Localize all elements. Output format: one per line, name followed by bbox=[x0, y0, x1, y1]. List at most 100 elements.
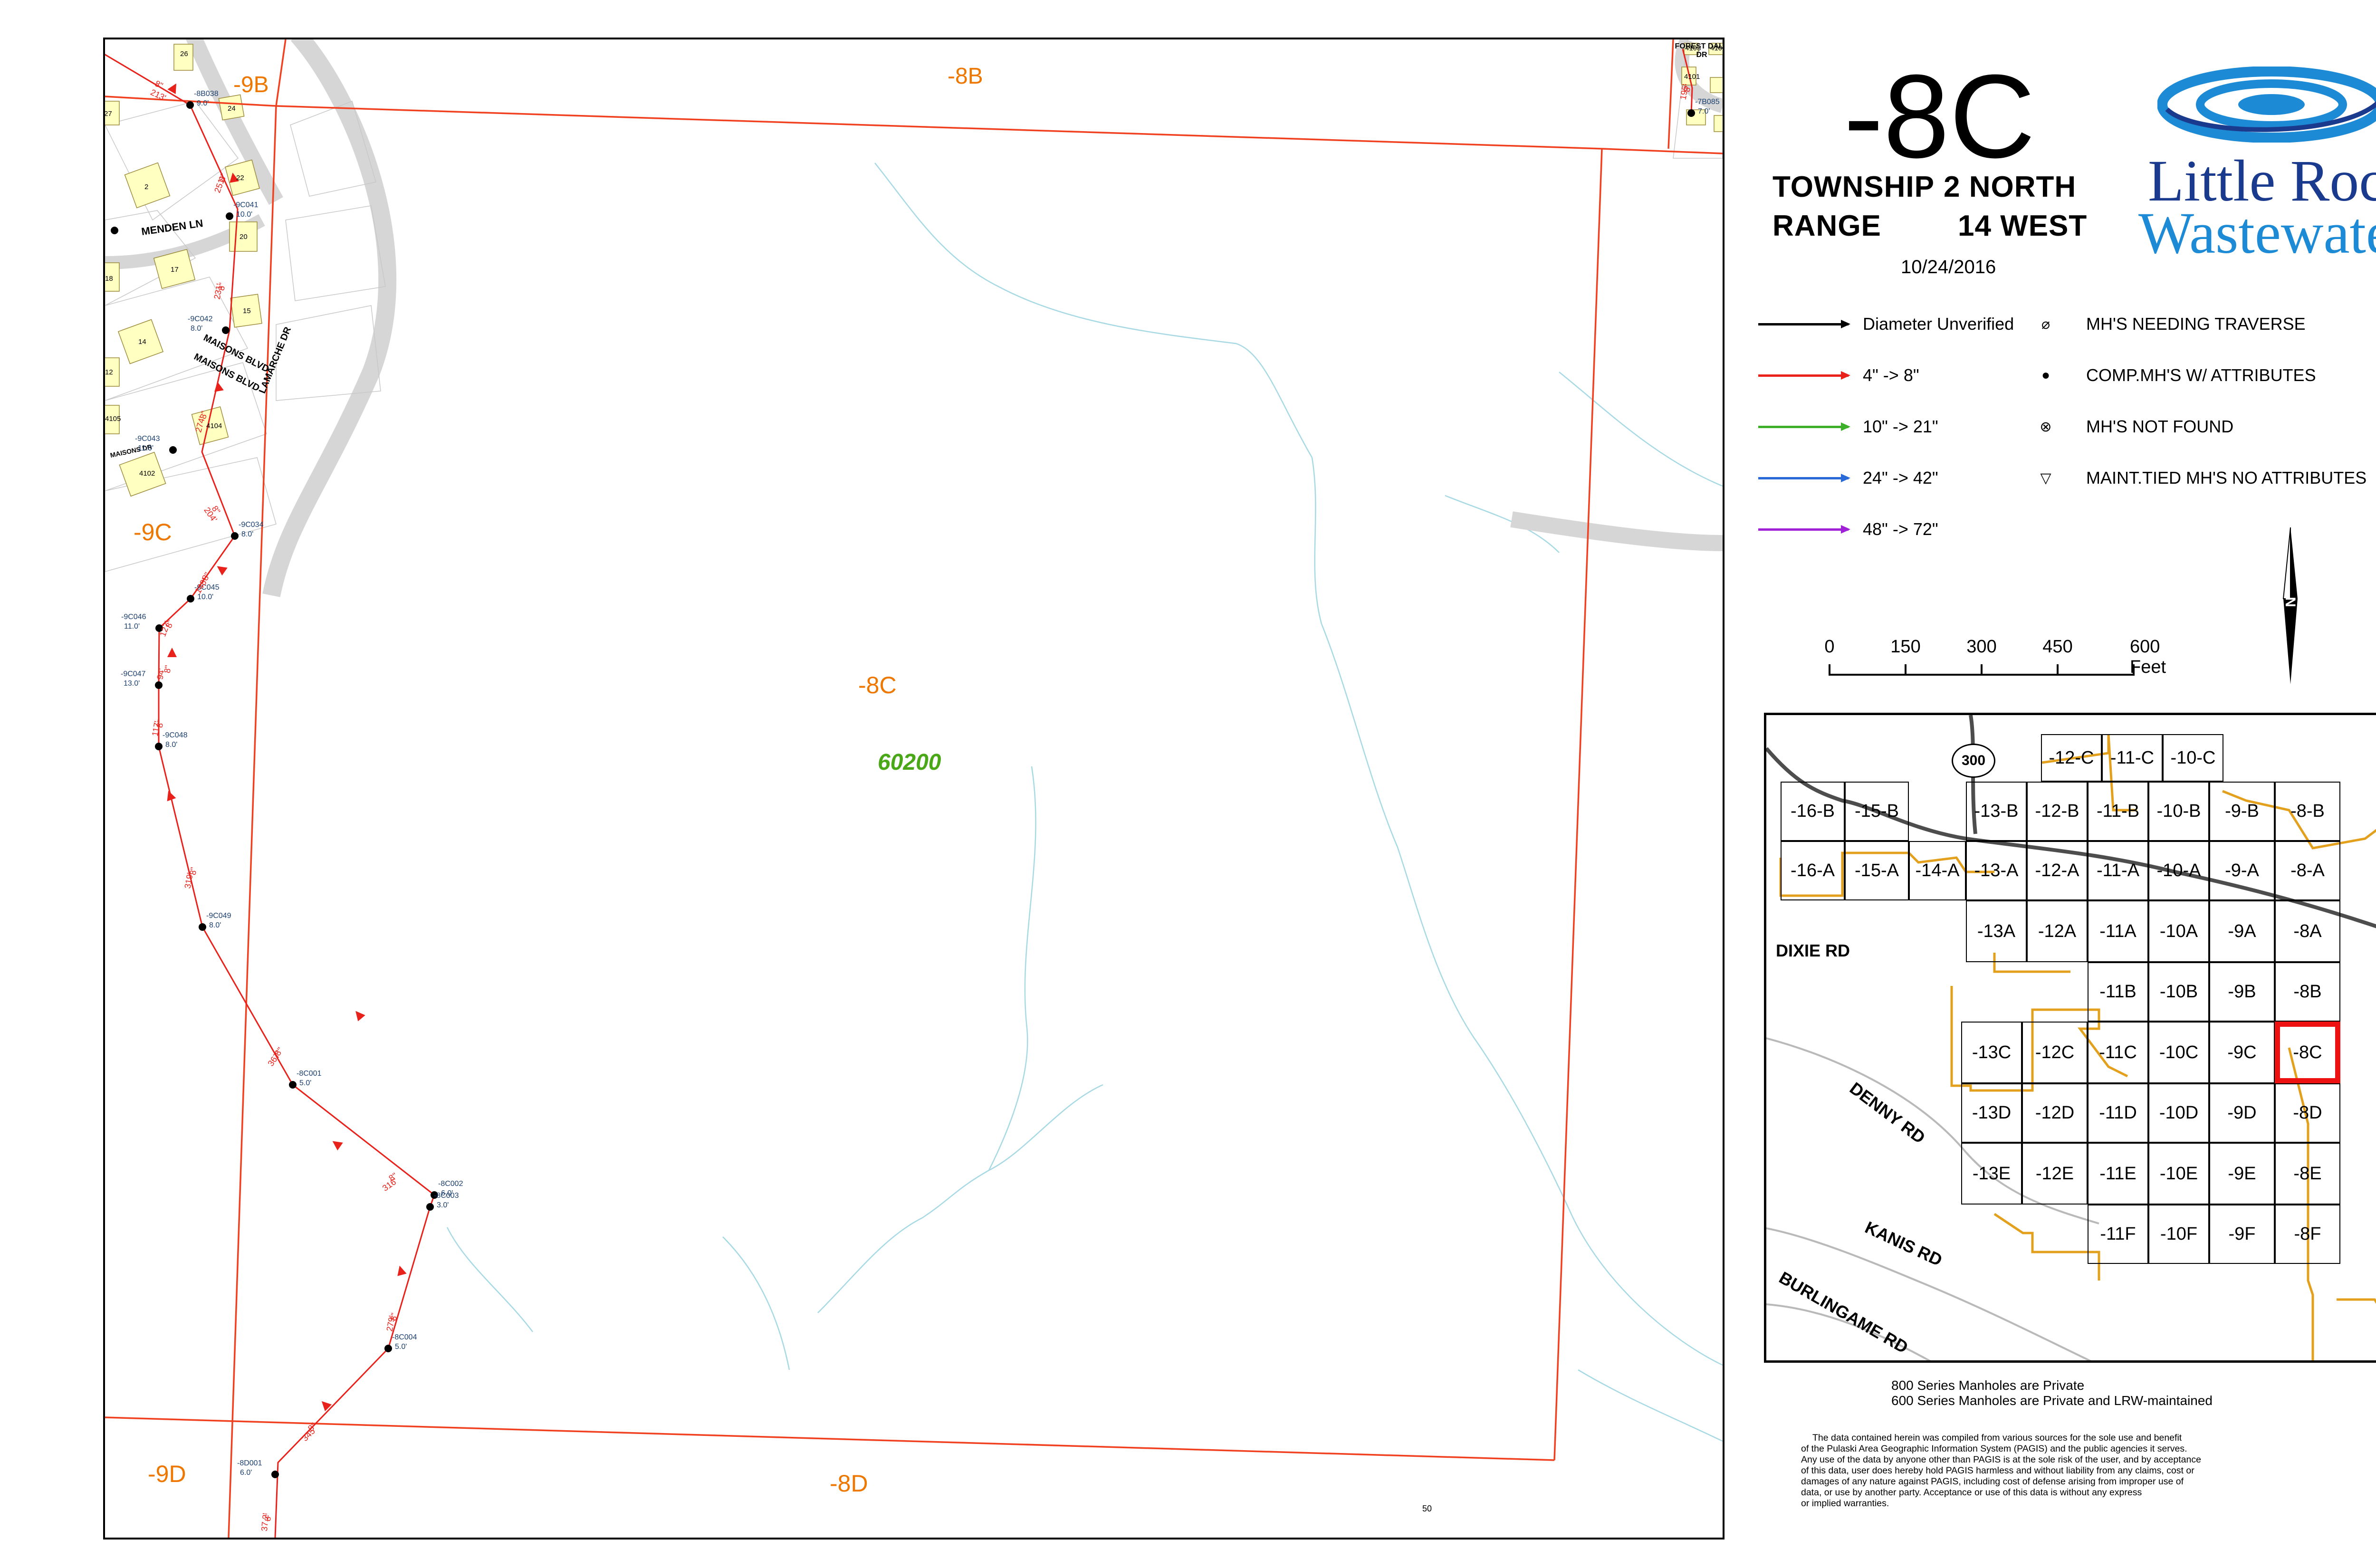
map-canvas[interactable] bbox=[105, 39, 1723, 1538]
manhole-id-label[interactable]: -9C046 bbox=[121, 613, 146, 621]
index-cell[interactable]: -10C bbox=[2148, 1022, 2209, 1083]
index-cell[interactable]: -12-A bbox=[2027, 841, 2088, 900]
index-cell[interactable]: -12-B bbox=[2027, 782, 2088, 841]
manhole-id-label[interactable]: -8D001 bbox=[237, 1459, 262, 1467]
index-cell[interactable]: -8A bbox=[2275, 900, 2340, 962]
manhole-id-label[interactable]: -9C045 bbox=[194, 583, 220, 592]
index-cell[interactable]: -14-A bbox=[1909, 841, 1966, 900]
adjacent-sheet-top[interactable]: -8B bbox=[948, 64, 983, 89]
manhole-dot-icon[interactable] bbox=[186, 101, 194, 109]
manhole-dot-icon[interactable] bbox=[222, 326, 230, 334]
index-cell[interactable]: -13-A bbox=[1966, 841, 2027, 900]
manhole-id-label[interactable]: -8B038 bbox=[194, 90, 219, 98]
index-cell[interactable]: -13-B bbox=[1966, 782, 2027, 841]
index-cell[interactable]: -10D bbox=[2148, 1083, 2209, 1143]
manhole-dot-icon[interactable] bbox=[155, 743, 163, 750]
manhole-dot-icon[interactable] bbox=[187, 595, 194, 602]
manhole-dot-icon[interactable] bbox=[199, 923, 206, 931]
index-cell[interactable]: -9A bbox=[2209, 900, 2275, 962]
map-frame[interactable]: -8B -9B -9C -9D -8D -8C 60200 50 MENDEN … bbox=[103, 38, 1725, 1539]
manhole-id-label[interactable]: -9C049 bbox=[206, 912, 231, 920]
manhole-dot-icon[interactable] bbox=[271, 1471, 279, 1478]
index-cell[interactable]: -11-B bbox=[2088, 782, 2148, 841]
index-cell[interactable]: -8E bbox=[2275, 1143, 2340, 1205]
manhole-dot-icon[interactable] bbox=[431, 1191, 438, 1199]
index-cell[interactable]: -9B bbox=[2209, 962, 2275, 1022]
index-cell[interactable]: -9-B bbox=[2209, 782, 2275, 841]
index-cell[interactable]: -10-A bbox=[2148, 841, 2209, 900]
manhole-dot-icon[interactable] bbox=[384, 1345, 392, 1352]
index-cell[interactable]: -11E bbox=[2088, 1143, 2148, 1205]
manhole-dot-icon[interactable] bbox=[226, 212, 233, 220]
index-cell[interactable]: -8D bbox=[2275, 1083, 2340, 1143]
manhole-dot-icon[interactable] bbox=[231, 532, 239, 540]
index-cell[interactable]: -10F bbox=[2148, 1205, 2209, 1264]
manhole-id-label[interactable]: -9C041 bbox=[233, 201, 259, 209]
index-cell[interactable]: -11B bbox=[2088, 962, 2148, 1022]
manhole-depth-label: 10.0' bbox=[197, 593, 214, 601]
index-cell[interactable]: -12A bbox=[2027, 900, 2088, 962]
manhole-dot-icon[interactable] bbox=[155, 624, 163, 632]
index-cell[interactable]: -10-C bbox=[2163, 734, 2223, 782]
manhole-id-label[interactable]: -9C047 bbox=[121, 670, 146, 678]
manhole-id-label[interactable]: -9C034 bbox=[239, 521, 264, 529]
disclaimer-line: of this data, user does hereby hold PAGI… bbox=[1801, 1465, 2194, 1476]
index-cell[interactable]: -8B bbox=[2275, 962, 2340, 1022]
index-cell[interactable]: -10A bbox=[2148, 900, 2209, 962]
manhole-dot-icon[interactable] bbox=[1687, 109, 1695, 117]
index-cell[interactable]: -9-A bbox=[2209, 841, 2275, 900]
index-cell[interactable]: -9E bbox=[2209, 1143, 2275, 1205]
manhole-dot-icon[interactable] bbox=[289, 1081, 297, 1089]
index-cell[interactable]: -12D bbox=[2022, 1083, 2088, 1143]
north-arrow-icon bbox=[2282, 527, 2298, 684]
index-cell[interactable]: -16-B bbox=[1781, 782, 1845, 841]
index-cell[interactable]: -13E bbox=[1961, 1143, 2022, 1205]
manhole-id-label[interactable]: -8C003 bbox=[434, 1192, 459, 1200]
index-cell[interactable]: -15-A bbox=[1845, 841, 1909, 900]
index-cell[interactable]: -12E bbox=[2022, 1143, 2088, 1205]
manhole-dot-icon[interactable] bbox=[155, 681, 163, 689]
manhole-id-label[interactable]: -8C002 bbox=[438, 1180, 463, 1188]
index-cell[interactable]: -9C bbox=[2209, 1022, 2275, 1083]
manhole-id-label[interactable]: -8C004 bbox=[392, 1333, 417, 1341]
index-cell[interactable]: -12C bbox=[2022, 1022, 2088, 1083]
index-cell[interactable]: -8-A bbox=[2275, 841, 2340, 900]
index-cell-current[interactable]: -8C bbox=[2275, 1022, 2340, 1083]
index-cell[interactable]: -11C bbox=[2088, 1022, 2148, 1083]
index-cell[interactable]: -11D bbox=[2088, 1083, 2148, 1143]
index-cell[interactable]: -8-B bbox=[2275, 782, 2340, 841]
index-cell[interactable]: -13A bbox=[1966, 900, 2027, 962]
index-cell[interactable]: -12-C bbox=[2041, 734, 2102, 782]
index-cell[interactable]: -10E bbox=[2148, 1143, 2209, 1205]
index-map[interactable]: -12-C -11-C -10-C -16-B -15-B -13-B -12-B -11-B… bbox=[1764, 713, 2376, 1363]
adjacent-sheet-top-left[interactable]: -9B bbox=[233, 72, 269, 97]
index-cell[interactable]: -16-A bbox=[1781, 841, 1845, 900]
manhole-id-label[interactable]: -9C043 bbox=[135, 435, 160, 443]
adjacent-sheet-left[interactable]: -9C bbox=[134, 519, 172, 545]
index-cell[interactable]: -8F bbox=[2275, 1205, 2340, 1264]
manhole-id-label[interactable]: -7B085 bbox=[1695, 98, 1720, 106]
manhole-id-label[interactable]: -9C042 bbox=[188, 315, 213, 323]
adjacent-sheet-bottom[interactable]: -8D bbox=[830, 1470, 868, 1497]
index-cell[interactable]: -10B bbox=[2148, 962, 2209, 1022]
manhole-dot-icon[interactable] bbox=[111, 227, 118, 234]
manhole-id-label[interactable]: -8C001 bbox=[297, 1070, 322, 1078]
disclaimer-line: data, or use by another party. Acceptanc… bbox=[1801, 1487, 2142, 1498]
index-cell[interactable]: -11F bbox=[2088, 1205, 2148, 1264]
legend-line-swatch-icon bbox=[1758, 525, 1850, 534]
legend-line-swatch-icon bbox=[1758, 473, 1850, 482]
manhole-dot-icon[interactable] bbox=[169, 446, 177, 454]
index-cell[interactable]: -11A bbox=[2088, 900, 2148, 962]
index-cell[interactable]: -9F bbox=[2209, 1205, 2275, 1264]
parcel-number: 2 bbox=[144, 183, 149, 191]
index-cell[interactable]: -10-B bbox=[2148, 782, 2209, 841]
manhole-dot-icon[interactable] bbox=[426, 1203, 434, 1211]
index-cell[interactable]: -15-B bbox=[1845, 782, 1909, 841]
index-cell[interactable]: -13C bbox=[1961, 1022, 2022, 1083]
index-cell[interactable]: -11-A bbox=[2088, 841, 2148, 900]
index-cell[interactable]: -9D bbox=[2209, 1083, 2275, 1143]
manhole-id-label[interactable]: -9C048 bbox=[163, 731, 188, 739]
adjacent-sheet-bottom-left[interactable]: -9D bbox=[148, 1461, 186, 1487]
index-cell[interactable]: -11-C bbox=[2102, 734, 2163, 782]
index-cell[interactable]: -13D bbox=[1961, 1083, 2022, 1143]
